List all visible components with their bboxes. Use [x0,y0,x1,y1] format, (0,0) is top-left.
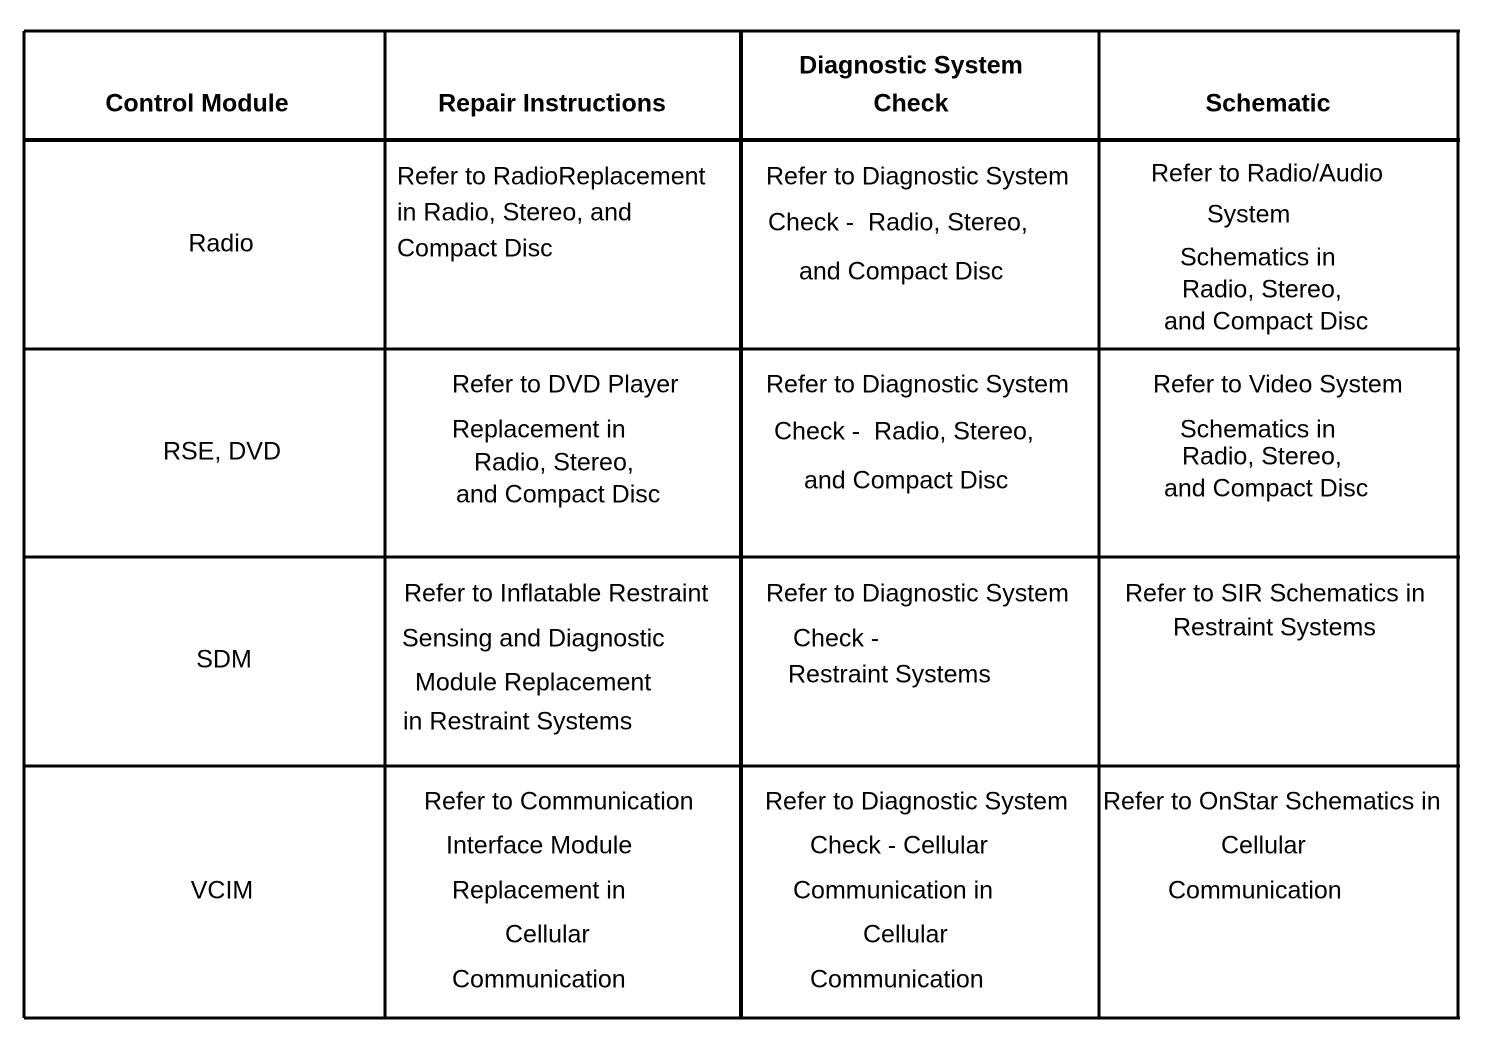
table-cell: Cellular [1221,832,1306,860]
table-cell: Schematics in [1180,244,1336,272]
table-cell: Refer to Diagnostic System [766,580,1069,608]
table-cell: Check - Cellular [810,832,988,860]
table-cell: Replacement in [452,877,626,905]
header-cell: Schematic [1205,90,1330,118]
table-cell: Refer to Diagnostic System [765,788,1068,816]
header-cell: Repair Instructions [438,90,666,118]
table-cell: Replacement in [452,416,626,444]
table-cell: Communication [1168,877,1342,905]
header-cell: Control Module [105,90,288,118]
table-cell: Schematics in [1180,416,1336,444]
table-cell: Refer to Diagnostic System [766,371,1069,399]
table-cell: System [1207,201,1290,229]
table-cell: and Compact Disc [456,481,660,509]
table-cell: Refer to Diagnostic System [766,163,1069,191]
table-cell: and Compact Disc [1164,475,1368,503]
table-cell: Refer to Inflatable Restraint [404,580,708,608]
table-cell: Refer to Video System [1153,371,1403,399]
table-cell: and Compact Disc [799,258,1003,286]
table-cell: Check - Radio, Stereo, [768,209,1028,237]
table-cell: Refer to Communication [424,788,694,816]
table-cell: Sensing and Diagnostic [402,625,665,653]
table-cell: Check - [793,625,879,653]
table-cell: Refer to SIR Schematics in [1125,580,1425,608]
table-cell: Communication [810,966,984,994]
table-cell: Restraint Systems [788,661,991,689]
table-cell: Radio, Stereo, [474,449,634,477]
table-cell: Cellular [863,921,948,949]
table-cell: Check - Radio, Stereo, [774,418,1034,446]
header-cell: Check [873,90,948,118]
table-cell: Radio [188,230,253,258]
table-cell: Refer to DVD Player [452,371,678,399]
grid [22,29,1460,1020]
table-cell: VCIM [191,877,254,905]
table-cell: Refer to RadioReplacement [397,163,706,191]
table-cell: Communication in [793,877,993,905]
table-cell: and Compact Disc [804,467,1008,495]
table-cell: Refer to Radio/Audio [1151,160,1383,188]
header-cell: Diagnostic System [799,52,1023,80]
table-cell: Interface Module [446,832,632,860]
table-cell: Compact Disc [397,235,553,263]
table-cell: Communication [452,966,626,994]
table-cell: and Compact Disc [1164,308,1368,336]
table-cell: Cellular [505,921,590,949]
table-cell: RSE, DVD [163,438,281,466]
table-cell: in Restraint Systems [403,708,632,736]
table-cell: Restraint Systems [1173,614,1376,642]
table-cell: SDM [196,646,252,674]
table-cell: Module Replacement [415,669,651,697]
table-cell: Radio, Stereo, [1182,443,1342,471]
table-cell: in Radio, Stereo, and [397,199,632,227]
table-cell: Radio, Stereo, [1182,276,1342,304]
table-cell: Refer to OnStar Schematics in [1103,788,1441,816]
